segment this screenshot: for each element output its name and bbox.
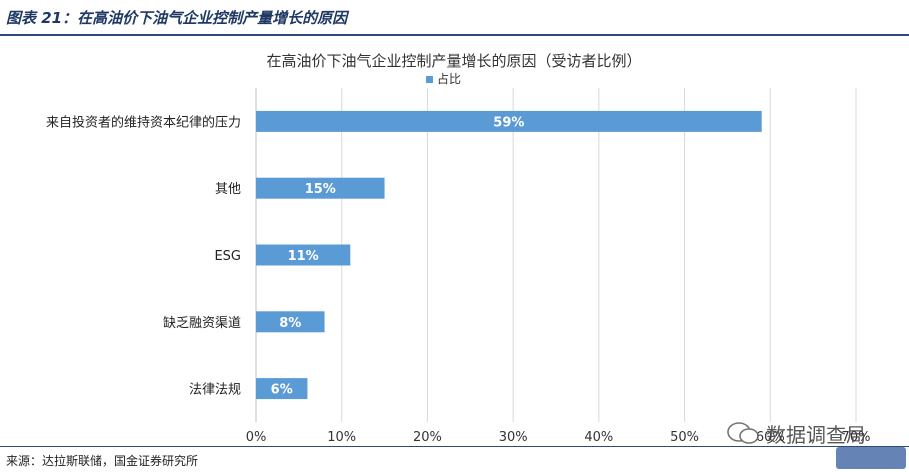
figure-source: 来源：达拉斯联储，国金证券研究所 xyxy=(6,454,199,468)
category-label: 来自投资者的维持资本纪律的压力 xyxy=(46,114,241,130)
category-label: ESG xyxy=(214,249,241,264)
watermark-text: 数据调查局 xyxy=(766,422,866,447)
figure-title: 图表 21：在高油价下油气企业控制产量增长的原因 xyxy=(6,9,348,27)
x-tick-label: 60% xyxy=(756,430,785,445)
watermark: 数据调查局 xyxy=(726,418,866,448)
category-label: 法律法规 xyxy=(189,383,241,398)
x-tick-label: 20% xyxy=(413,430,442,445)
wechat-icon xyxy=(727,422,759,444)
bar xyxy=(256,378,308,400)
legend-swatch xyxy=(426,76,433,83)
x-tick-label: 30% xyxy=(499,430,528,445)
data-label: 6% xyxy=(271,383,293,398)
x-tick-label: 0% xyxy=(246,430,267,445)
chart-title: 在高油价下油气企业控制产量增长的原因（受访者比例） xyxy=(266,52,641,70)
bar xyxy=(256,110,762,132)
data-label: 8% xyxy=(279,316,301,331)
legend-label: 占比 xyxy=(437,71,461,86)
source-divider xyxy=(0,446,909,447)
data-label: 15% xyxy=(305,182,336,197)
data-label: 59% xyxy=(493,115,524,130)
bar xyxy=(256,177,385,199)
brand-logo xyxy=(836,447,906,469)
x-tick-label: 40% xyxy=(584,430,613,445)
x-tick-label: 70% xyxy=(842,430,871,445)
bar-chart: 在高油价下油气企业控制产量增长的原因（受访者比例）占比 0% 10% 20% 30% 40… xyxy=(46,52,871,445)
x-tick-label: 10% xyxy=(327,430,356,445)
figure-header: 图表 21：在高油价下油气企业控制产量增长的原因 xyxy=(0,0,909,36)
category-label: 其他 xyxy=(215,182,241,197)
bar xyxy=(256,311,325,333)
category-label: 缺乏融资渠道 xyxy=(163,316,241,331)
bar xyxy=(256,244,351,266)
x-tick-label: 50% xyxy=(670,430,699,445)
data-label: 11% xyxy=(288,249,319,264)
